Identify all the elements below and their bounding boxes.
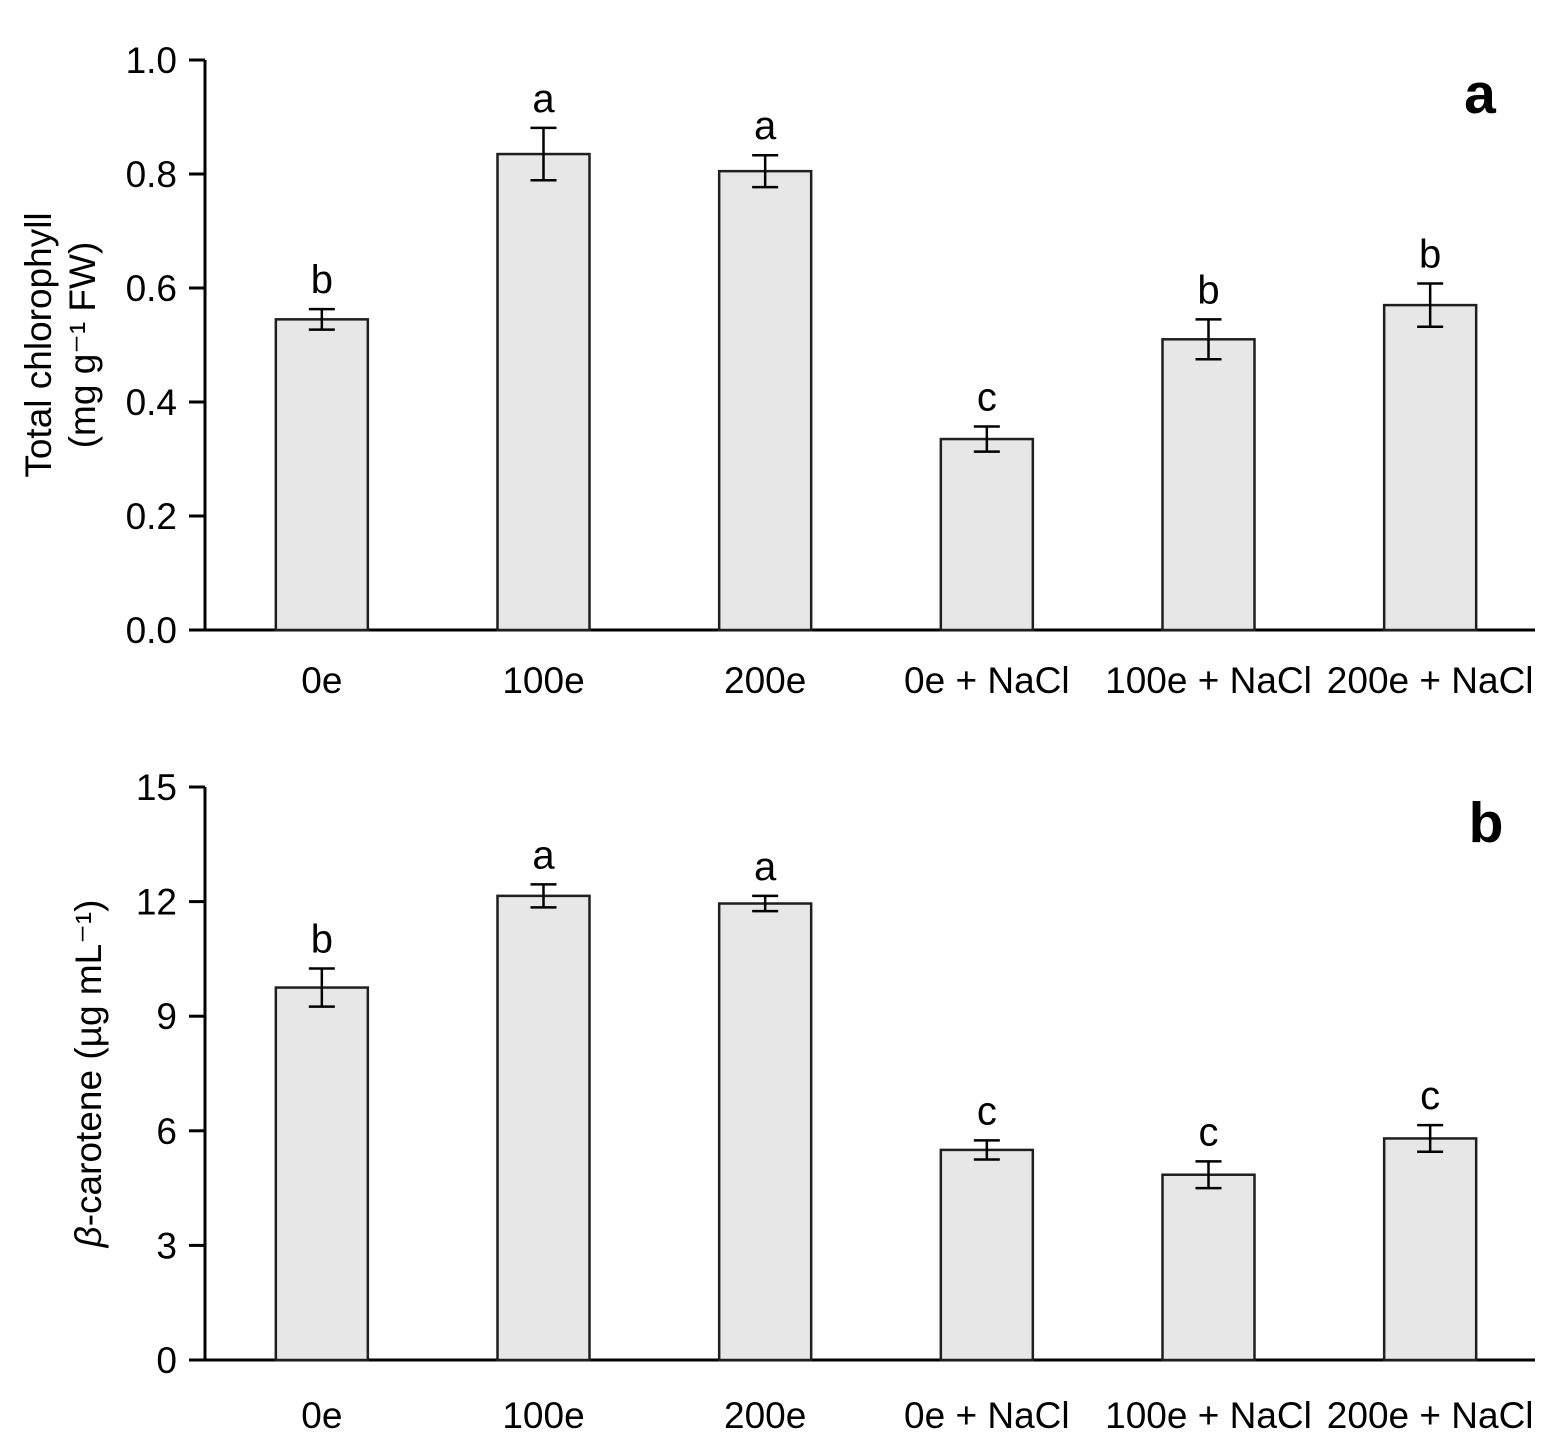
sig-letter: c (977, 1089, 997, 1133)
bar (274, 986, 370, 1362)
x-category-label: 0e + NaCl (904, 660, 1070, 701)
sig-letter: b (311, 917, 333, 961)
y-axis-label: (mg g⁻¹ FW) (62, 242, 103, 449)
panel-letter: a (1464, 62, 1497, 126)
sig-letter: b (1419, 232, 1441, 276)
bar (274, 318, 370, 632)
x-category-label: 100e (502, 1395, 584, 1436)
y-tick-label: 0 (156, 1340, 177, 1381)
sig-letter: a (754, 845, 777, 889)
x-category-label: 100e + NaCl (1105, 660, 1312, 701)
y-tick-label: 1.0 (126, 40, 177, 81)
x-category-label: 200e (724, 660, 806, 701)
y-axis-label: Total chlorophyll (18, 212, 59, 477)
bar (939, 437, 1035, 632)
y-axis-label: β-carotene (µg mL⁻¹) (68, 900, 109, 1249)
bar (1382, 303, 1478, 632)
bar (1161, 1173, 1256, 1362)
y-tick-label: 0.0 (126, 610, 177, 651)
bar (496, 894, 591, 1362)
bar (1161, 338, 1256, 632)
y-tick-label: 0.2 (126, 496, 177, 537)
bar-chart-a: 0.0 0.2 0.4 0.6 0.8 1.0 b 0e a 100e a 200e c 0e + NaC… (0, 0, 1553, 722)
bar-chart-b: 0 3 6 9 12 15 b 0e a 100e a 200e c 0e + NaCl c 100e + N… (0, 722, 1553, 1444)
x-category-label: 200e + NaCl (1327, 660, 1534, 701)
x-category-label: 200e + NaCl (1327, 1395, 1534, 1436)
y-tick-label: 0.4 (126, 382, 177, 423)
chart-panel-a: 0.0 0.2 0.4 0.6 0.8 1.0 b 0e a 100e a 200e c 0e + NaC… (0, 0, 1553, 722)
y-tick-label: 6 (156, 1111, 177, 1152)
sig-letter: b (1197, 268, 1219, 312)
bar (717, 902, 813, 1362)
sig-letter: c (1420, 1074, 1440, 1118)
sig-letter: b (311, 258, 333, 302)
bar (1382, 1137, 1478, 1362)
sig-letter: c (977, 376, 997, 420)
x-category-label: 100e + NaCl (1105, 1395, 1312, 1436)
sig-letter: a (532, 77, 555, 121)
x-category-label: 0e + NaCl (904, 1395, 1070, 1436)
sig-letter: a (532, 833, 555, 877)
y-tick-label: 15 (136, 767, 177, 808)
y-tick-label: 9 (156, 996, 177, 1037)
panel-letter: b (1469, 791, 1504, 855)
y-tick-label: 12 (136, 882, 177, 923)
sig-letter: a (754, 104, 777, 148)
y-tick-label: 0.8 (126, 154, 177, 195)
y-tick-label: 3 (156, 1225, 177, 1266)
bar (939, 1148, 1035, 1362)
x-category-label: 0e (301, 660, 342, 701)
x-category-label: 200e (724, 1395, 806, 1436)
sig-letter: c (1199, 1110, 1219, 1154)
x-category-label: 100e (502, 660, 584, 701)
bar (496, 152, 591, 632)
bar (717, 169, 813, 632)
chart-panel-b: 0 3 6 9 12 15 b 0e a 100e a 200e c 0e + NaCl c 100e + N… (0, 722, 1553, 1444)
y-tick-label: 0.6 (126, 268, 177, 309)
x-category-label: 0e (301, 1395, 342, 1436)
